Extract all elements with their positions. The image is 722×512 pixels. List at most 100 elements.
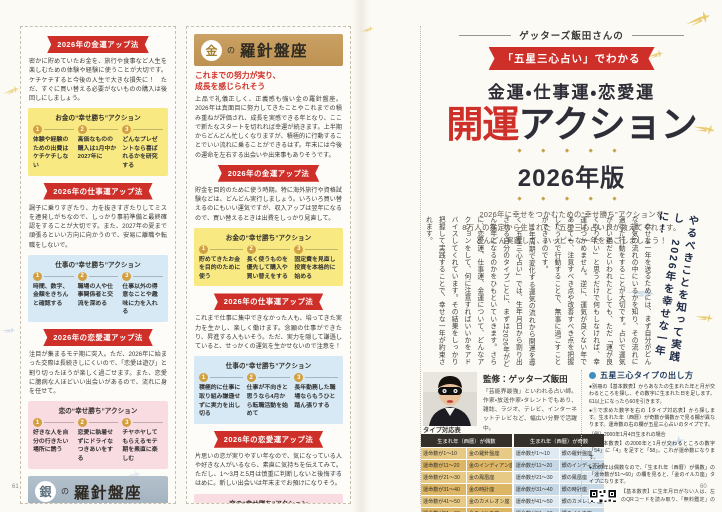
lede-line: 8万人の鑑定から生まれた「五星三心占い」が教えてくれます。 [462, 222, 681, 232]
action-number: 3 [122, 125, 132, 135]
silver-symbol: 銀 [35, 481, 56, 502]
type-table-odd-years: 生まれ年（西暦）が奇数 運命数が1～10 銀の羅針盤座 運命数が11～20 銀の… [513, 434, 605, 512]
right-page-number: 60 [700, 484, 707, 490]
type-cell: 銀のインディアン座 [559, 460, 605, 471]
action-text: 恋愛に執着せずにドライなつきあいをする [77, 430, 114, 462]
action-number: 1 [199, 244, 208, 254]
action-text: 仕事が不向きと思うなら4月から転職活動を始めて [246, 385, 288, 418]
action-number: 1 [33, 271, 42, 281]
action-number: 1 [199, 373, 208, 383]
action-item: 2 恋愛に執着せずにドライなつきあいをする [77, 418, 119, 463]
action-item: 3 固定費を見直し投資を本格的に始める [294, 244, 339, 282]
type-cell: 金のイルカ座 [466, 508, 512, 512]
vertical-body-text: 幸せな一年を送るためには、まず自分がどんな運気の流れの中にいるかを知り、その流れ… [426, 216, 652, 372]
silver-money-action-box: お金の“幸せ勝ち”アクション 1 体験や経験のための出費はケチケチしない 2 高… [28, 108, 168, 176]
table-row: 運命数が11～20 金のインディアン座 [421, 460, 512, 471]
type-table-even-years: 生まれ年（西暦）が偶数 運命数が1～10 金の羅針盤座 運命数が11～20 金の… [421, 434, 512, 512]
gold-love-action-box: 恋の“幸せ勝ち”アクション 1 上品な服装や髪型にするといい恋愛に発展しやすい … [194, 493, 343, 503]
comet-star-icon [1, 84, 20, 96]
action-text: 体験や経験のための出費はケチケチしない [33, 137, 69, 169]
action-text: 積極的に仕事に取り組み謙遜せずに実力を出し切る [199, 385, 241, 418]
table-row: 運命数が21～30 銀の鳳凰座 [513, 472, 605, 483]
table-row: 運命数が31～40 金の時計座 [421, 484, 512, 495]
qr-code [589, 489, 617, 502]
comet-star-icon [0, 325, 16, 335]
action-text: チヤホヤしてもらえるモテ期を素直に楽しむ [122, 430, 158, 462]
action-text: 仕事以外の得意なことや趣味に力を入れる [122, 283, 158, 316]
destiny-range-cell: 運命数が11～20 [513, 460, 559, 471]
silver-love-banner: 2026年の恋愛運アップ法 [43, 329, 152, 346]
silver-money-body: 密かに貯めていたお金を、旅行や食事など人生を楽しむための体験や経験に使うことが大… [29, 58, 167, 102]
gold-compass-header: 金 の 羅針盤座 [194, 34, 343, 66]
left-page-number: 61 [12, 484, 19, 490]
type-cell: 銀のカメレオン座 [559, 496, 605, 507]
gold-work-banner: 2026年の仕事運アップ法 [214, 293, 323, 310]
blue-dot-icon [589, 372, 596, 379]
action-box-title: 仕事の“幸せ勝ち”アクション [225, 363, 312, 371]
lede-line: どんどん実践して、ハッピーな一年を過ごしましょう！ [475, 235, 668, 245]
destiny-range-cell: 運命数が1～10 [421, 448, 466, 459]
action-number: 1 [33, 125, 42, 135]
destiny-range-cell: 運命数が51～60 [421, 508, 466, 512]
destiny-range-cell: 運命数が41～50 [513, 496, 559, 507]
gold-sign-subtitle: これまでの努力が実り、 成長を感じられそう [195, 71, 281, 91]
action-item: 2 仕事が不向きと思うなら4月から転職活動を始めて [246, 373, 291, 418]
main-title: 開運アクション [446, 104, 697, 145]
genres-line: 金運・仕事運・恋愛運 [487, 83, 656, 102]
action-item: 2 長く使うものを優先して購入や買い替えをする [246, 244, 291, 282]
action-text: 職場の人や仕事関係者と交流を深める [77, 283, 114, 307]
destiny-range-cell: 運命数が51～60 [513, 508, 559, 512]
silver-love-body: 注目が集まるモテ期に突入。ただ、2026年に始まった交際は長続きしにくいので、「… [29, 351, 167, 395]
action-text: どんなプレゼントなら喜ばれるかを研究する [122, 137, 158, 169]
edition-year: 2026年版 [517, 165, 626, 193]
action-item: 2 高価なものの購入は1月中か2027年に [77, 125, 119, 170]
action-text: 固定費を見直し投資を本格的に始める [294, 256, 336, 280]
type-cell: 銀の羅針盤座 [559, 448, 605, 459]
gold-sign-name: 羅針盤座 [240, 43, 309, 60]
table-row: 運命数が1～10 銀の羅針盤座 [513, 448, 605, 459]
action-number: 3 [122, 418, 132, 428]
page-gutter [352, 0, 370, 512]
diamond-divider: ◆ ◆ ◆ ◆ ◆ [517, 147, 626, 154]
type-cell: 金の鳳凰座 [466, 472, 512, 483]
howto-step: ●【基本数表】の2000年と1月が交わるところの数字「54」に「4」を足すと「5… [589, 440, 715, 462]
howto-step: ●2000年は偶数なので、「生まれ年（西暦）が偶数」の「運命数が51～60」の欄… [589, 464, 715, 486]
action-text: 長年勤務した職場ならもうひと踏ん張りする [294, 385, 336, 409]
destiny-range-cell: 運命数が41～50 [421, 496, 466, 507]
lede: 2026年に幸せをつかむための“幸せ勝ち”アクションを 8万人の鑑定から生まれた… [429, 209, 714, 248]
action-text: 好きな人を自分の行きたい場所に誘う [33, 430, 69, 454]
silver-work-banner: 2026年の仕事運アップ法 [43, 183, 152, 200]
table-row: 運命数が51～60 金のイルカ座 [421, 508, 512, 512]
body-paragraph: 12年周期で変化する運気の流れから開運を導く「五星三心占い」では、生年月日から割… [426, 216, 535, 368]
action-box-title: 恋の“幸せ勝ち”アクション [199, 498, 338, 503]
action-item: 3 仕事以外の得意なことや趣味に力を入れる [122, 271, 164, 317]
action-number: 1 [33, 418, 42, 428]
type-cell: 銀のイルカ座 [559, 508, 605, 512]
action-box-title: お金の“幸せ勝ち”アクション [225, 234, 312, 242]
intro-page: ゲッターズ飯田さんの 「五星三心占い」でわかる 金運・仕事運・恋愛運 開運アクシ… [420, 26, 715, 512]
gold-work-body: これまで仕事に集中できなかった人も、培ってきた実力を生かし、楽しく働けます。念願… [195, 315, 342, 351]
gold-love-banner: 2026年の恋愛運アップ法 [214, 431, 323, 448]
fortune-method-badge: 「五星三心占い」でわかる [489, 47, 655, 70]
action-number: 2 [77, 125, 87, 135]
destiny-range-cell: 運命数が1～10 [513, 448, 559, 459]
gold-love-body: 片思いの恋が実りやすい年なので、気になっている人や好きな人がいるなら、素直に気持… [195, 452, 342, 488]
action-item: 1 積極的に仕事に取り組み謙遜せずに実力を出し切る [199, 373, 243, 418]
action-item: 1 好きな人を自分の行きたい場所に誘う [33, 418, 74, 463]
action-text: 高価なものの購入は1月中か2027年に [77, 137, 117, 161]
body-paragraph: 幸せな一年を送るためには、まず自分がどんな運気の流れの中にいるかを知り、その流れ… [540, 216, 650, 366]
type-table: 生まれ年（西暦）が偶数 運命数が1～10 金の羅針盤座 運命数が11～20 金の… [421, 434, 605, 512]
silver-sign-name: 羅針盤座 [74, 484, 143, 502]
silver-love-action-box: 恋の“幸せ勝ち”アクション 1 好きな人を自分の行きたい場所に誘う 2 恋愛に執… [28, 401, 168, 469]
howto-step: ［例］2000年1月4日生まれの場合 [589, 431, 666, 438]
destiny-range-cell: 運命数が31～40 [421, 484, 466, 495]
action-number: 2 [246, 244, 256, 254]
gold-money-banner: 2026年の金運アップ法 [218, 165, 320, 182]
table-row: 運命数が41～50 銀のカメレオン座 [513, 496, 605, 507]
qr-caption: 【基本数表】に生年月日がない人は、左のQRコードを読み取り、「無料鑑定」の生年月… [621, 489, 715, 502]
action-box-title: 恋の“幸せ勝ち”アクション [58, 408, 138, 416]
howto-step: ●別冊の【基本数表】からあなたの生まれた年と月が交わるところを探し、その数字に生… [589, 384, 715, 405]
destiny-range-cell: 運命数が21～30 [421, 472, 466, 483]
action-item: 1 貯めてきたお金を目的のために使う [199, 244, 243, 282]
